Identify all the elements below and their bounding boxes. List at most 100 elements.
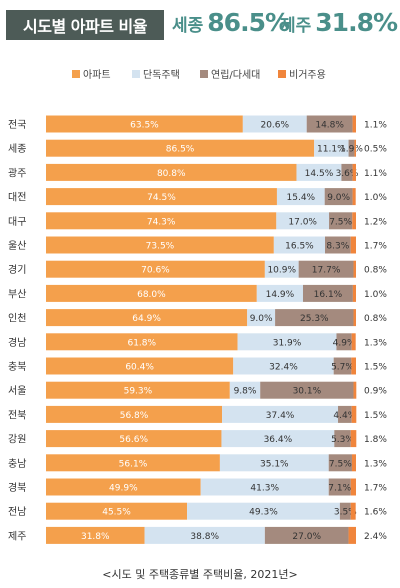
category-label: 강원 xyxy=(8,434,26,446)
bar-segment xyxy=(46,163,297,181)
value-label: 1.9% xyxy=(340,145,363,155)
legend-label: 비거주용 xyxy=(289,70,326,81)
value-label: 5.3% xyxy=(331,435,354,445)
value-label: 1.6% xyxy=(364,508,387,518)
value-label: 4.9% xyxy=(333,338,356,348)
value-label: 1.3% xyxy=(364,338,387,348)
bar-segment xyxy=(328,478,351,496)
category-label: 광주 xyxy=(8,167,26,179)
value-label: 11.1% xyxy=(317,145,346,155)
value-label: 14.9% xyxy=(266,290,295,300)
value-label: 9.8% xyxy=(234,387,257,397)
category-label: 세종 xyxy=(8,143,26,155)
bar-segment xyxy=(46,212,277,230)
value-label: 74.3% xyxy=(147,217,176,227)
value-label: 68.0% xyxy=(137,290,166,300)
legend-label: 아파트 xyxy=(83,70,111,81)
category-label: 제주 xyxy=(8,530,26,542)
bar-segment xyxy=(46,333,238,351)
bar-segment xyxy=(275,309,354,327)
value-label: 38.8% xyxy=(190,532,219,542)
value-label: 0.5% xyxy=(364,145,387,155)
value-label: 0.8% xyxy=(364,314,387,324)
value-label: 60.4% xyxy=(125,363,154,373)
category-label: 경기 xyxy=(8,263,26,276)
bar-segment xyxy=(221,430,335,448)
value-label: 1.0% xyxy=(364,290,387,300)
bar-segment xyxy=(348,526,356,544)
bar-segment xyxy=(325,236,351,254)
bar-segment xyxy=(351,454,356,472)
bar-segment xyxy=(256,284,303,302)
value-label: 1.3% xyxy=(364,459,387,469)
bar-segment xyxy=(333,357,352,375)
bar-segment xyxy=(339,502,351,520)
value-label: 1.5% xyxy=(364,411,387,421)
bar-segment xyxy=(296,163,342,181)
value-label: 16.5% xyxy=(285,242,314,252)
bar-segment xyxy=(352,163,356,181)
bar-segment xyxy=(314,139,349,157)
value-label: 37.4% xyxy=(266,411,295,421)
bar-segment xyxy=(352,284,356,302)
value-label: 7.5% xyxy=(329,217,352,227)
value-label: 1.1% xyxy=(364,169,387,179)
value-label: 63.5% xyxy=(130,121,159,131)
bar-segment xyxy=(341,163,353,181)
legend-swatch xyxy=(278,69,286,78)
value-label: 56.6% xyxy=(119,435,148,445)
bar-segment xyxy=(46,381,230,399)
value-label: 32.4% xyxy=(269,363,298,373)
value-label: 59.3% xyxy=(124,387,153,397)
value-label: 20.6% xyxy=(260,121,289,131)
bar-segment xyxy=(276,188,325,206)
value-label: 4.4% xyxy=(333,411,356,421)
bar-segment xyxy=(229,381,261,399)
legend-label: 연립/다세대 xyxy=(211,70,261,81)
bar-segment xyxy=(324,188,353,206)
category-label: 대구 xyxy=(8,216,26,228)
bar-segment xyxy=(351,333,356,351)
legend-swatch xyxy=(200,69,208,78)
bar-segment xyxy=(264,260,299,278)
value-label: 0.8% xyxy=(364,266,387,276)
value-label: 16.1% xyxy=(314,290,343,300)
category-label: 전남 xyxy=(8,506,26,518)
value-label: 2.4% xyxy=(364,532,387,542)
legend: 아파트 단독주택 연립/다세대 비거주용 xyxy=(0,66,400,82)
value-label: 74.5% xyxy=(147,193,176,203)
bar-segment xyxy=(187,502,340,520)
value-label: 73.5% xyxy=(146,242,175,252)
bar-segment xyxy=(350,430,357,448)
bar-segment xyxy=(46,478,201,496)
bar-segment xyxy=(350,502,356,520)
category-label: 충남 xyxy=(8,458,26,470)
value-label: 17.0% xyxy=(288,217,317,227)
bar-segment xyxy=(306,115,353,133)
bar-segment xyxy=(302,284,353,302)
bar-segment xyxy=(46,430,222,448)
value-label: 30.1% xyxy=(293,387,322,397)
header: 시도별 아파트 비율 세종 86.5% 제주 31.8% xyxy=(0,6,400,46)
page-title: 시도별 아파트 비율 xyxy=(6,10,164,40)
value-label: 10.9% xyxy=(267,266,296,276)
bar-segment xyxy=(233,357,334,375)
category-label: 울산 xyxy=(8,240,26,252)
highlight-jeju: 제주 31.8% xyxy=(280,8,398,42)
bar-segment xyxy=(329,212,353,230)
bar-segment xyxy=(46,284,257,302)
value-label: 17.7% xyxy=(312,266,341,276)
value-label: 56.8% xyxy=(120,411,149,421)
value-label: 35.1% xyxy=(260,459,289,469)
category-label: 충북 xyxy=(8,361,26,373)
bar-segment xyxy=(353,260,356,278)
legend-item-detached: 단독주택 xyxy=(132,66,180,81)
bar-segment xyxy=(46,526,145,544)
category-label: 서울 xyxy=(8,385,26,397)
value-label: 5.7% xyxy=(331,363,354,373)
value-label: 1.0% xyxy=(364,193,387,203)
category-label: 경북 xyxy=(8,481,26,494)
category-label: 대전 xyxy=(8,192,26,204)
bar-segment xyxy=(200,478,329,496)
